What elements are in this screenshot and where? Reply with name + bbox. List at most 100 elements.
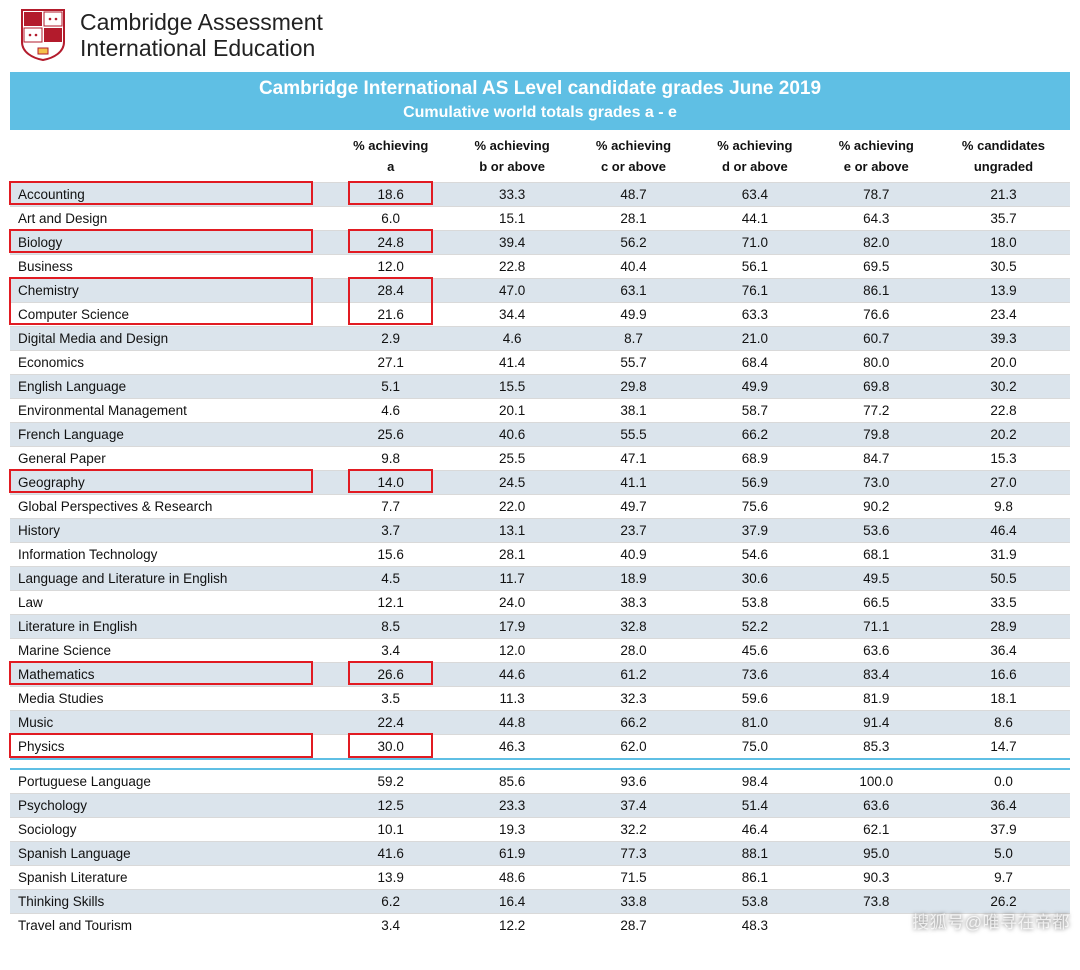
value-cell: 59.2	[330, 769, 451, 794]
value-cell: 0.0	[937, 769, 1070, 794]
table-row: Marine Science3.412.028.045.663.636.4	[10, 638, 1070, 662]
table-row: Environmental Management4.620.138.158.77…	[10, 398, 1070, 422]
value-cell: 91.4	[816, 710, 937, 734]
value-cell: 30.6	[694, 566, 815, 590]
col-subject	[10, 130, 330, 182]
value-cell: 35.7	[937, 206, 1070, 230]
value-cell: 73.6	[694, 662, 815, 686]
value-cell: 16.6	[937, 662, 1070, 686]
value-cell: 12.0	[330, 254, 451, 278]
value-cell: 60.7	[816, 326, 937, 350]
value-cell	[816, 913, 937, 937]
value-cell: 69.5	[816, 254, 937, 278]
value-cell: 8.6	[937, 710, 1070, 734]
brand-text: Cambridge Assessment International Educa…	[80, 9, 323, 62]
value-cell: 41.4	[451, 350, 572, 374]
value-cell: 44.6	[451, 662, 572, 686]
value-cell: 23.7	[573, 518, 694, 542]
subject-cell: French Language	[10, 422, 330, 446]
value-cell: 8.7	[573, 326, 694, 350]
value-cell: 30.5	[937, 254, 1070, 278]
value-cell: 24.0	[451, 590, 572, 614]
value-cell: 27.1	[330, 350, 451, 374]
value-cell: 66.5	[816, 590, 937, 614]
value-cell: 95.0	[816, 841, 937, 865]
value-cell: 14.7	[937, 734, 1070, 759]
value-cell: 6.0	[330, 206, 451, 230]
value-cell: 9.8	[937, 494, 1070, 518]
value-cell: 9.8	[330, 446, 451, 470]
value-cell: 4.5	[330, 566, 451, 590]
value-cell: 71.0	[694, 230, 815, 254]
value-cell: 12.1	[330, 590, 451, 614]
value-cell: 20.0	[937, 350, 1070, 374]
value-cell: 18.0	[937, 230, 1070, 254]
value-cell: 39.4	[451, 230, 572, 254]
value-cell: 27.0	[937, 470, 1070, 494]
table-row: Computer Science21.634.449.963.376.623.4	[10, 302, 1070, 326]
value-cell: 3.4	[330, 913, 451, 937]
value-cell: 30.0	[330, 734, 451, 759]
value-cell: 81.0	[694, 710, 815, 734]
value-cell: 13.9	[330, 865, 451, 889]
value-cell: 34.4	[451, 302, 572, 326]
table-row: Travel and Tourism3.412.228.748.3	[10, 913, 1070, 937]
table-title-band: Cambridge International AS Level candida…	[10, 72, 1070, 130]
table-title-main: Cambridge International AS Level candida…	[10, 78, 1070, 100]
col-e: % achievinge or above	[816, 130, 937, 182]
value-cell: 93.6	[573, 769, 694, 794]
value-cell: 78.7	[816, 182, 937, 206]
subject-cell: Travel and Tourism	[10, 913, 330, 937]
value-cell: 28.9	[937, 614, 1070, 638]
value-cell: 23.3	[451, 793, 572, 817]
table-header: % achievinga % achievingb or above % ach…	[10, 130, 1070, 182]
table-row: Spanish Language41.661.977.388.195.05.0	[10, 841, 1070, 865]
table-row: Language and Literature in English4.511.…	[10, 566, 1070, 590]
value-cell: 62.0	[573, 734, 694, 759]
value-cell: 81.9	[816, 686, 937, 710]
value-cell: 53.6	[816, 518, 937, 542]
subject-cell: Spanish Language	[10, 841, 330, 865]
value-cell: 36.4	[937, 638, 1070, 662]
value-cell: 28.0	[573, 638, 694, 662]
value-cell: 56.9	[694, 470, 815, 494]
value-cell: 13.9	[937, 278, 1070, 302]
subject-cell: Literature in English	[10, 614, 330, 638]
value-cell: 80.0	[816, 350, 937, 374]
value-cell: 79.8	[816, 422, 937, 446]
table-row: French Language25.640.655.566.279.820.2	[10, 422, 1070, 446]
value-cell: 71.1	[816, 614, 937, 638]
value-cell: 55.7	[573, 350, 694, 374]
value-cell: 82.0	[816, 230, 937, 254]
value-cell: 20.1	[451, 398, 572, 422]
value-cell: 29.8	[573, 374, 694, 398]
subject-cell: Sociology	[10, 817, 330, 841]
value-cell: 41.1	[573, 470, 694, 494]
subject-cell: Physics	[10, 734, 330, 759]
table-row: English Language5.115.529.849.969.830.2	[10, 374, 1070, 398]
value-cell: 51.4	[694, 793, 815, 817]
value-cell: 5.0	[937, 841, 1070, 865]
value-cell: 15.3	[937, 446, 1070, 470]
value-cell: 38.1	[573, 398, 694, 422]
col-d: % achievingd or above	[694, 130, 815, 182]
value-cell: 15.1	[451, 206, 572, 230]
value-cell: 47.0	[451, 278, 572, 302]
table-row: Biology24.839.456.271.082.018.0	[10, 230, 1070, 254]
value-cell: 63.6	[816, 638, 937, 662]
subject-cell: Geography	[10, 470, 330, 494]
value-cell: 36.4	[937, 793, 1070, 817]
subject-cell: Environmental Management	[10, 398, 330, 422]
value-cell: 49.9	[573, 302, 694, 326]
value-cell: 68.9	[694, 446, 815, 470]
value-cell: 59.6	[694, 686, 815, 710]
value-cell: 5.1	[330, 374, 451, 398]
subject-cell: Media Studies	[10, 686, 330, 710]
value-cell: 22.4	[330, 710, 451, 734]
value-cell: 84.7	[816, 446, 937, 470]
value-cell: 33.5	[937, 590, 1070, 614]
value-cell: 13.1	[451, 518, 572, 542]
value-cell: 24.8	[330, 230, 451, 254]
value-cell: 31.9	[937, 542, 1070, 566]
value-cell: 17.9	[451, 614, 572, 638]
